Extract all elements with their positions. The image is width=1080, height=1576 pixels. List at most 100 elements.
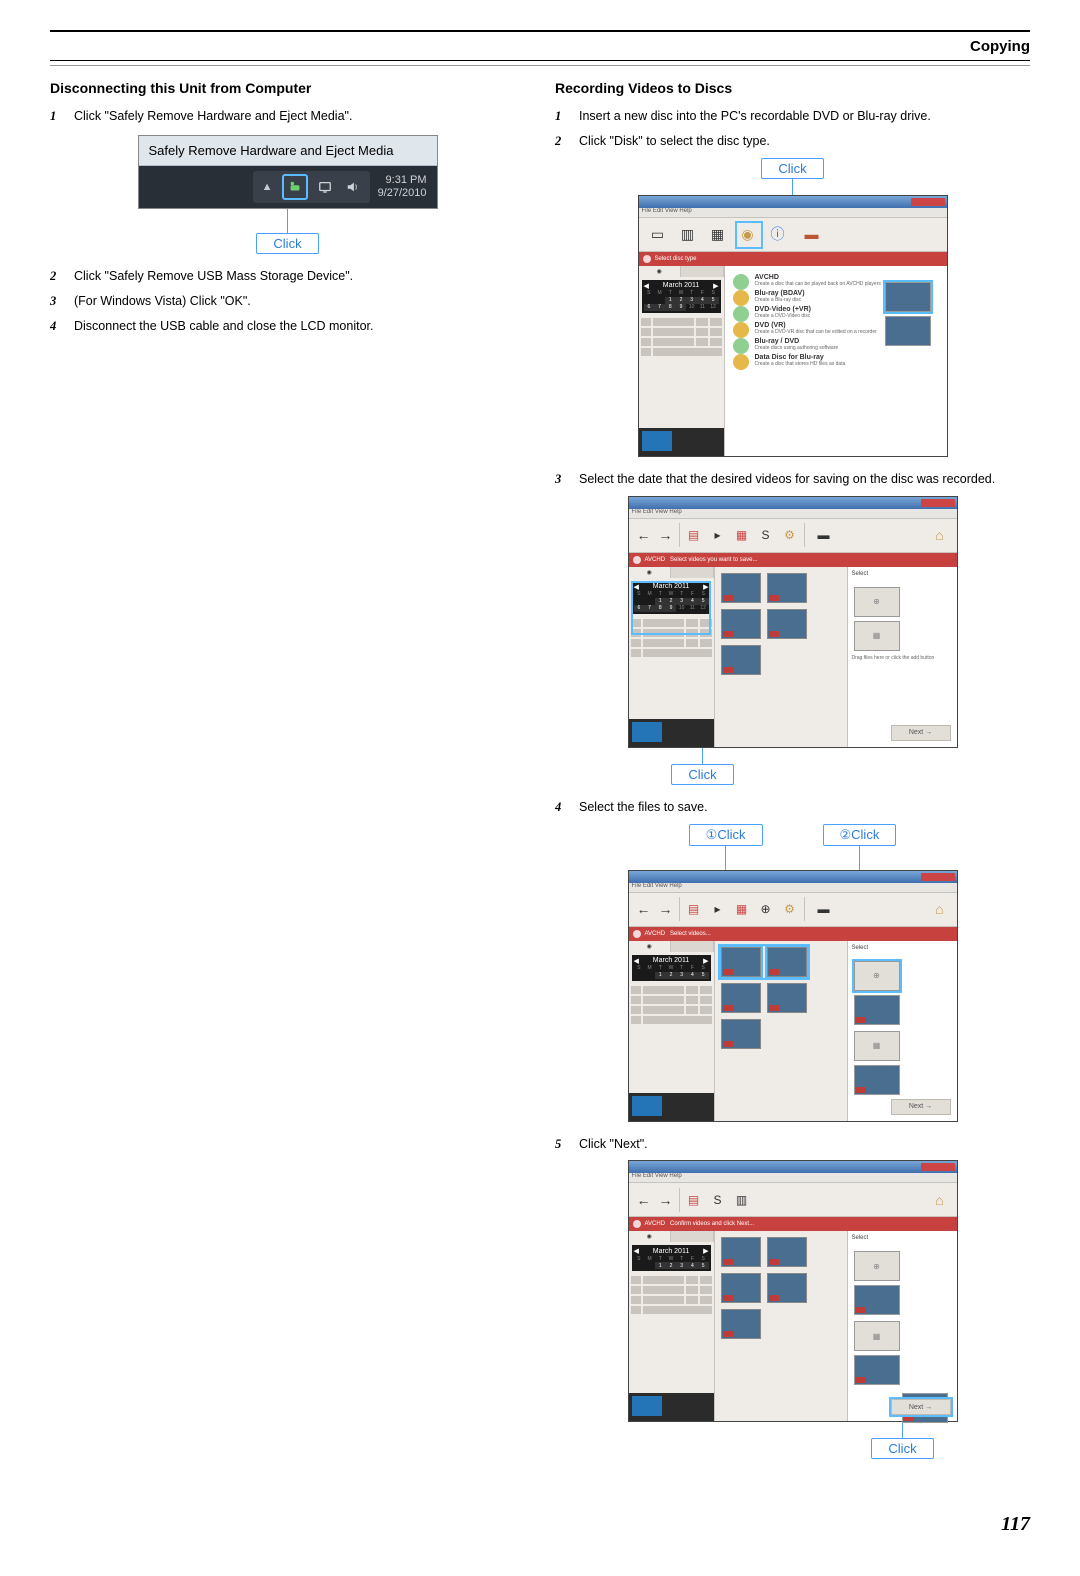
nav-fwd-icon[interactable]: → (657, 1192, 675, 1208)
side-queued-thumb[interactable] (854, 1065, 900, 1095)
sidebar-tab[interactable] (671, 1231, 714, 1242)
toolbar-icon[interactable]: ▦ (732, 523, 752, 547)
video-thumb[interactable] (721, 1019, 761, 1049)
speaker-icon[interactable] (342, 176, 364, 198)
sidebar: ◉ ◀March 2011▶ SMTWTFS 12345 6789101112 (629, 567, 715, 747)
video-thumb[interactable] (721, 609, 761, 639)
side-queued-thumb[interactable] (854, 1355, 900, 1385)
window-buttons[interactable] (921, 499, 955, 507)
next-button[interactable]: Next → (891, 1399, 951, 1415)
window-buttons[interactable] (921, 873, 955, 881)
toolbar-icon[interactable]: ⓘ (765, 221, 791, 247)
sidebar-tab[interactable]: ◉ (629, 941, 672, 952)
video-thumb[interactable] (767, 947, 807, 977)
preview-thumb[interactable] (885, 282, 931, 312)
systray-balloon[interactable]: Safely Remove Hardware and Eject Media (139, 136, 437, 166)
sidebar-footer (639, 428, 724, 456)
sidebar-list (629, 1274, 714, 1393)
preview-thumb[interactable] (885, 316, 931, 346)
side-queued-thumb[interactable] (854, 1285, 900, 1315)
home-icon[interactable]: ⌂ (929, 899, 951, 919)
step-text: Disconnect the USB cable and close the L… (74, 318, 525, 335)
side-add-btn[interactable]: ▦ (854, 1031, 900, 1061)
screenshot-dateselect: File Edit View Help ← → ▤ ▸ ▦ S ⚙ ▬ ⌂ AV… (555, 496, 1030, 785)
toolbar-disk-icon[interactable]: ◉ (735, 221, 761, 247)
side-add-btn[interactable]: ⊕ (854, 1251, 900, 1281)
video-thumb[interactable] (721, 983, 761, 1013)
video-thumb[interactable] (767, 609, 807, 639)
toolbar-icon[interactable]: ▬ (809, 897, 839, 921)
nav-back-icon[interactable]: ← (635, 901, 653, 917)
home-icon[interactable]: ⌂ (929, 1190, 951, 1210)
sidebar-tab[interactable] (681, 266, 724, 277)
toolbar-icon[interactable]: ▸ (708, 897, 728, 921)
video-thumb[interactable] (767, 573, 807, 603)
toolbar-icon[interactable]: ▤ (684, 523, 704, 547)
sidebar-tab[interactable]: ◉ (639, 266, 682, 277)
side-add-btn[interactable]: ▦ (854, 1321, 900, 1351)
right-column: Recording Videos to Discs 1 Insert a new… (555, 80, 1030, 1473)
toolbar-icon[interactable]: ⚙ (780, 897, 800, 921)
side-queued-thumb[interactable] (854, 995, 900, 1025)
video-thumb[interactable] (767, 1237, 807, 1267)
video-thumb[interactable] (721, 947, 761, 977)
nav-back-icon[interactable]: ← (635, 527, 653, 543)
toolbar-icon[interactable]: ▦ (732, 897, 752, 921)
next-button[interactable]: Next → (891, 1099, 951, 1115)
window-menubar[interactable]: File Edit View Help (629, 883, 957, 893)
toolbar-icon[interactable]: ▥ (675, 221, 701, 247)
toolbar-icon[interactable]: ▬ (809, 523, 839, 547)
toolbar-icon[interactable]: ▭ (645, 221, 671, 247)
side-add-btn[interactable]: ⊕ (854, 587, 900, 617)
video-thumb[interactable] (721, 1237, 761, 1267)
toolbar-icon[interactable]: ▦ (705, 221, 731, 247)
tray-expand-icon[interactable]: ▲ (259, 181, 276, 193)
home-icon[interactable]: ⌂ (929, 525, 951, 545)
toolbar-icon[interactable]: ▬ (795, 221, 829, 247)
nav-back-icon[interactable]: ← (635, 1192, 653, 1208)
toolbar-icon[interactable]: ▸ (708, 523, 728, 547)
left-heading: Disconnecting this Unit from Computer (50, 80, 525, 96)
disc-option[interactable]: Data Disc for Blu-rayCreate a disc that … (733, 354, 939, 370)
sidebar-tab[interactable] (671, 567, 714, 578)
video-thumb[interactable] (721, 573, 761, 603)
video-thumb[interactable] (767, 1273, 807, 1303)
window-menubar[interactable]: File Edit View Help (629, 1173, 957, 1183)
sidebar-footer (629, 1393, 714, 1421)
toolbar-icon[interactable]: ⚙ (780, 523, 800, 547)
sidebar-calendar[interactable]: ◀March 2011▶ SMTWTFS 12345 (632, 1245, 711, 1271)
next-button[interactable]: Next → (891, 725, 951, 741)
video-thumb[interactable] (721, 1273, 761, 1303)
window-buttons[interactable] (911, 198, 945, 206)
toolbar-icon[interactable]: S (756, 523, 776, 547)
video-thumb[interactable] (721, 645, 761, 675)
window-menubar[interactable]: File Edit View Help (629, 509, 957, 519)
side-add-btn[interactable]: ⊕ (854, 961, 900, 991)
disc-icon (633, 556, 641, 564)
side-panel: Select ⊕ ▦ (847, 1231, 957, 1421)
sidebar-tab[interactable] (671, 941, 714, 952)
toolbar-icon[interactable]: ▤ (684, 1188, 704, 1212)
sidebar-calendar[interactable]: ◀March 2011▶ SMTWTFS 12345 (632, 955, 711, 981)
nav-fwd-icon[interactable]: → (657, 527, 675, 543)
step-number: 1 (50, 108, 64, 125)
side-add-btn[interactable]: ▦ (854, 621, 900, 651)
toolbar-icon[interactable]: ⊕ (756, 897, 776, 921)
toolbar-icon[interactable]: ▤ (684, 897, 704, 921)
nav-fwd-icon[interactable]: → (657, 901, 675, 917)
window-buttons[interactable] (921, 1163, 955, 1171)
step-text: Click "Safely Remove Hardware and Eject … (74, 108, 525, 125)
window-titlebar (629, 497, 957, 509)
toolbar-icon[interactable]: ▥ (732, 1188, 752, 1212)
main-panel: Select ⊕ ▦ Next → (715, 941, 957, 1121)
safely-remove-icon[interactable] (282, 174, 308, 200)
sidebar-tab[interactable]: ◉ (629, 567, 672, 578)
window-menubar[interactable]: File Edit View Help (639, 208, 947, 218)
sidebar-tab[interactable]: ◉ (629, 1231, 672, 1242)
video-thumb[interactable] (767, 983, 807, 1013)
video-thumb[interactable] (721, 1309, 761, 1339)
sidebar-calendar[interactable]: ◀March 2011▶ SMTWTFS 12345 6789101112 (642, 280, 721, 313)
sidebar-calendar[interactable]: ◀March 2011▶ SMTWTFS 12345 6789101112 (632, 581, 711, 614)
network-icon[interactable] (314, 176, 336, 198)
toolbar-icon[interactable]: S (708, 1188, 728, 1212)
